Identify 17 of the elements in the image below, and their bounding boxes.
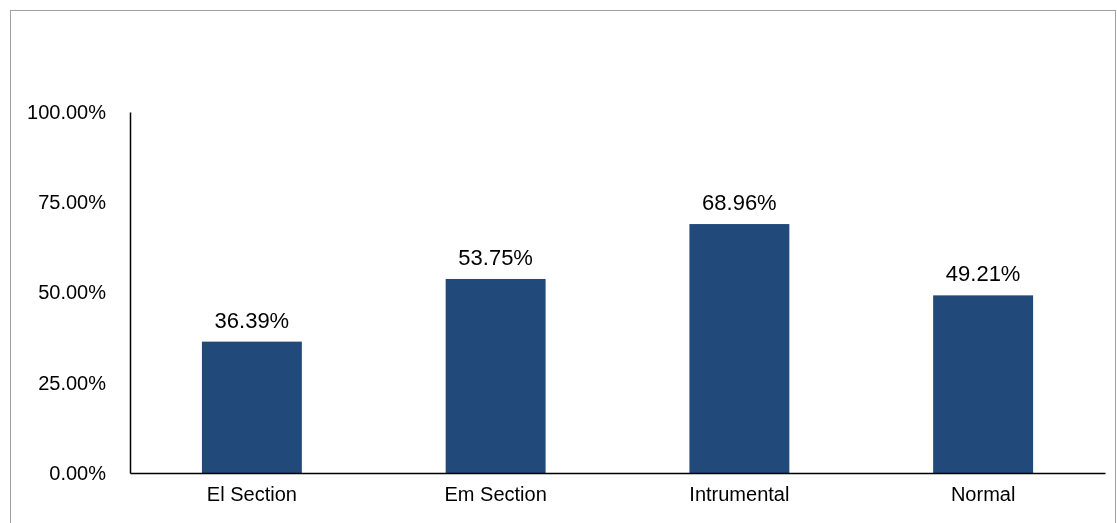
x-tick-label: Em Section (444, 483, 547, 506)
bar (689, 224, 790, 473)
data-label: 53.75% (458, 244, 533, 270)
bar (445, 278, 546, 473)
data-label: 68.96% (702, 190, 777, 216)
y-tick-label: 100.00% (27, 100, 107, 123)
bar (201, 341, 302, 473)
bar (933, 295, 1034, 473)
y-tick-label: 0.00% (49, 461, 107, 484)
y-tick-label: 75.00% (38, 191, 107, 214)
x-tick-label: Intrumental (689, 483, 790, 506)
y-tick-label: 25.00% (38, 371, 107, 394)
y-tick-label: 50.00% (38, 281, 107, 304)
data-label: 36.39% (214, 307, 290, 333)
x-tick-label: Normal (950, 483, 1016, 506)
x-tick-label: El Section (206, 483, 297, 506)
data-label: 49.21% (945, 261, 1021, 287)
